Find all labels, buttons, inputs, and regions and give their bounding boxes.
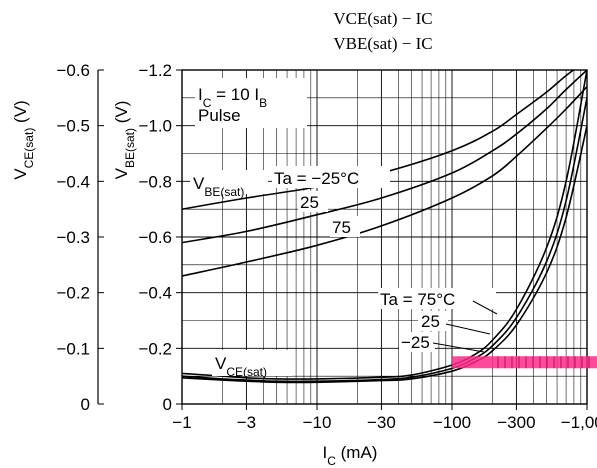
x-tick-label: −300: [497, 413, 535, 432]
vce-leader-m25: [432, 342, 485, 353]
y-tick-label-vbe: −0.2: [138, 339, 172, 358]
conditions-box: [195, 78, 307, 128]
vce-temp-label-2: 25: [421, 312, 440, 331]
y-tick-label-vce: −0.2: [56, 284, 90, 303]
vce-temp-label-1: Ta = 75°C: [380, 290, 455, 309]
chart-title-line-2: VBE(sat) − IC: [333, 34, 432, 53]
y-tick-label-vce: −0.3: [56, 228, 90, 247]
vce-leader-25: [445, 323, 491, 335]
x-tick-label: −1,000: [561, 413, 597, 432]
vce-leader-75: [472, 300, 498, 315]
vbe-curve-75: [182, 86, 587, 277]
y-tick-label-vbe: −0.8: [138, 172, 172, 191]
vbe-temp-label-2: 25: [300, 193, 319, 212]
y-tick-label-vce: −0.1: [56, 339, 90, 358]
condition-pulse: Pulse: [198, 106, 241, 125]
vbe-temp-label-1: Ta = −25°C: [274, 169, 359, 188]
y-tick-label-vce: −0.6: [56, 61, 90, 80]
y-tick-label-vbe: −0.4: [138, 284, 172, 303]
vce-curve-25: [182, 125, 587, 384]
vce-temp-label-3: −25: [401, 333, 430, 352]
vce-curve-25: [182, 97, 587, 383]
chart-title-line-1: VCE(sat) − IC: [333, 9, 432, 28]
axes: −1 −3 −10 −30 −100 −300 −1,000 0 −0.2 −0.4 −0.6 −0.…: [56, 61, 597, 432]
highlight-marker: [452, 356, 597, 369]
x-axis-label: IC (mA): [323, 443, 378, 468]
x-tick-label: −100: [433, 413, 471, 432]
y-axis-label-vbe: VBE(sat) (V): [112, 101, 137, 180]
x-tick-label: −10: [303, 413, 332, 432]
vce-curve-ta-75-c: [182, 70, 587, 380]
y-tick-label-vce: −0.5: [56, 117, 90, 136]
x-tick-label: −3: [237, 413, 256, 432]
vce-sat-label: VCE(sat): [215, 354, 267, 379]
condition-ic-ib: IC = 10 IB: [198, 85, 267, 110]
grid: [182, 70, 587, 404]
y-tick-label-vbe: −1.0: [138, 117, 172, 136]
y-tick-label-vce: 0: [81, 395, 90, 414]
y-axis-label-vce: VCE(sat) (V): [11, 100, 36, 179]
vbe-curve-25: [182, 70, 587, 244]
series-group: [182, 70, 587, 384]
y-tick-label-vbe: −0.6: [138, 228, 172, 247]
x-tick-label: −1: [172, 413, 191, 432]
y-tick-label-vbe: −1.2: [138, 61, 172, 80]
vbe-curve-ta-25-c: [182, 70, 575, 210]
y-tick-label-vbe: 0: [163, 395, 172, 414]
x-tick-label: −30: [367, 413, 396, 432]
vbe-temp-label-3: 75: [332, 218, 351, 237]
vbe-sat-label: VBE(sat): [193, 174, 244, 199]
y-tick-label-vce: −0.4: [56, 172, 90, 191]
